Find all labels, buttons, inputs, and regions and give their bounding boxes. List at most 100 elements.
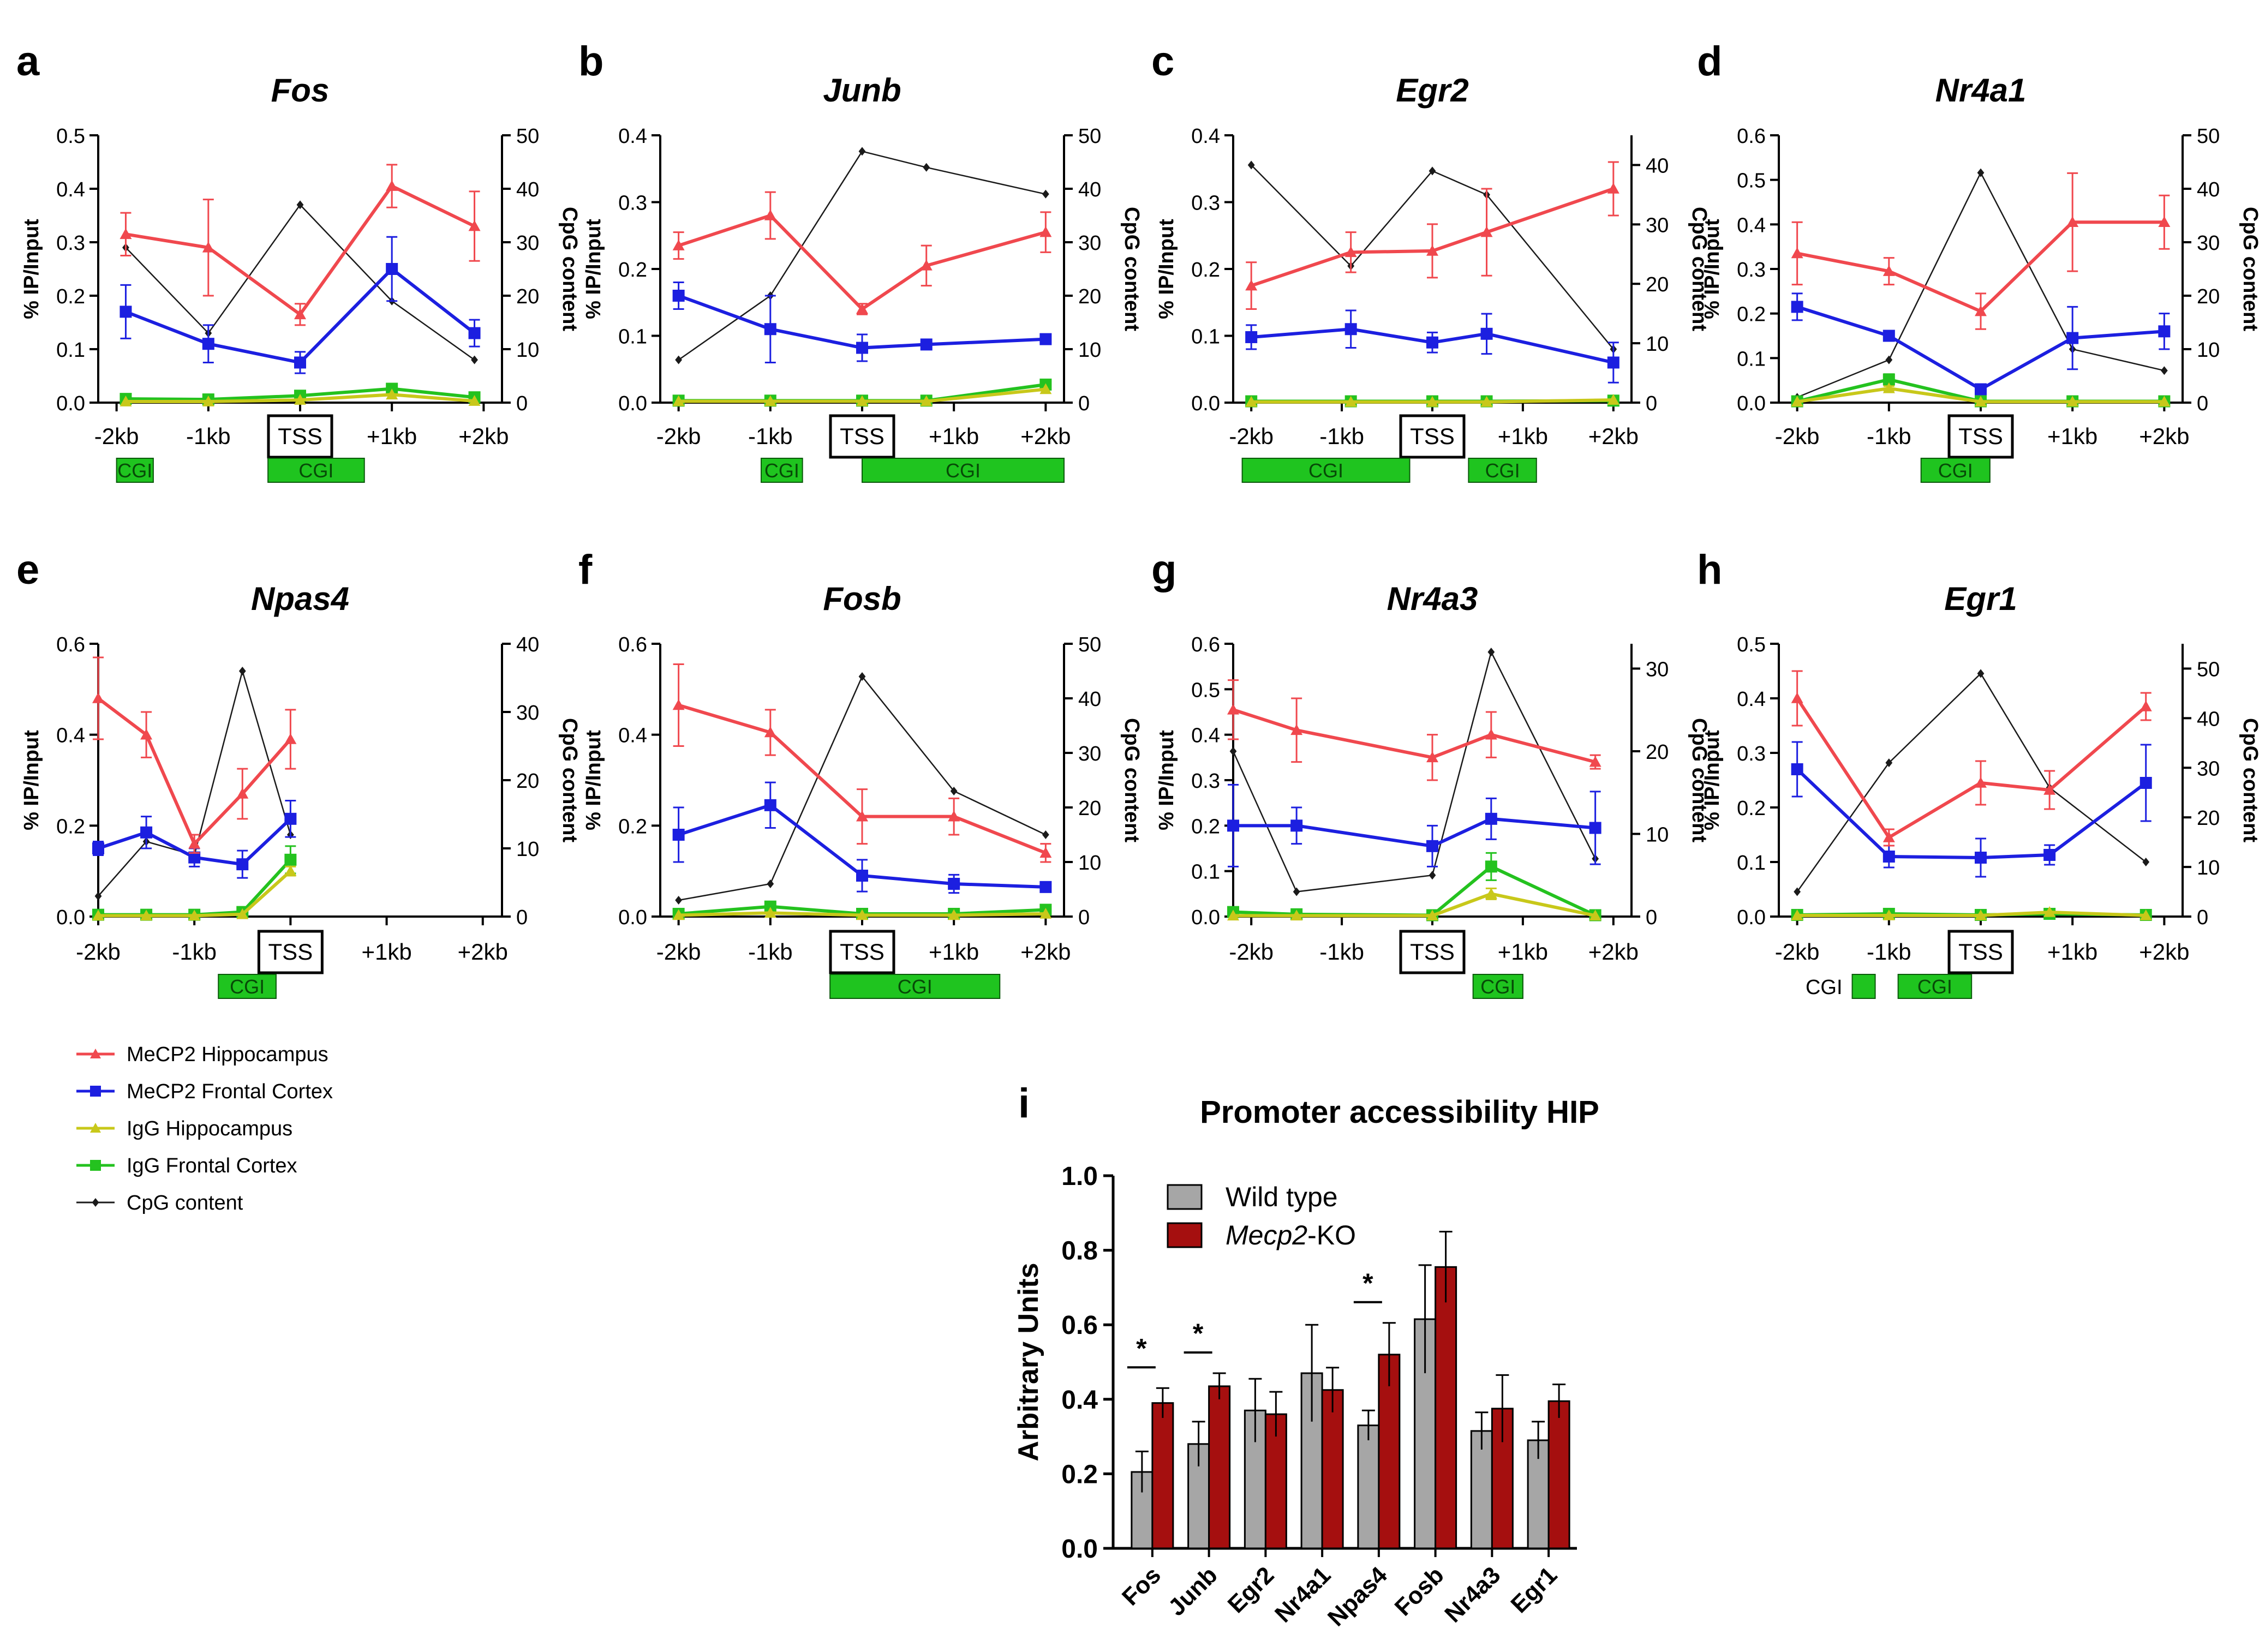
series-line — [1796, 768, 2147, 860]
bar-legend-label: Mecp2-KO — [1226, 1220, 1356, 1250]
x-tick-label: +1kb — [2047, 423, 2097, 449]
data-point — [1607, 356, 1619, 369]
data-point — [2043, 906, 2056, 917]
data-point — [1293, 887, 1300, 896]
right-tick-label: 50 — [1078, 125, 1101, 148]
series-mecp2_fc — [92, 800, 297, 879]
y-tick-label: 1.0 — [1061, 1162, 1098, 1191]
x-tick-label: -2kb — [656, 423, 701, 449]
data-point — [672, 909, 685, 920]
legend-marker — [90, 1123, 101, 1133]
data-point — [1344, 323, 1357, 336]
right-tick-label: 40 — [516, 178, 539, 201]
data-point — [2158, 216, 2171, 228]
right-tick-label: 10 — [516, 838, 539, 861]
bar-mecp2-ko — [1151, 1402, 1174, 1549]
panel-title: Junb — [823, 72, 901, 109]
left-tick-label: 0.2 — [1737, 303, 1766, 326]
data-point — [1245, 279, 1258, 291]
left-tick-label: 0.2 — [56, 815, 85, 838]
bar-legend-swatch — [1167, 1184, 1203, 1210]
panel-i: i Promoter accessibility HIP 0.0 0.2 0.4 0.6 0… — [1013, 1080, 1599, 1631]
panel-title: Fos — [271, 72, 330, 109]
data-point — [1042, 830, 1049, 839]
left-tick-label: 0.4 — [1191, 725, 1220, 747]
left-tick-label: 0.6 — [56, 633, 85, 656]
cgi-label: CGI — [1308, 459, 1343, 482]
panel-g: g Nr4a3 0.0 0.1 0.2 0.3 0.4 0.5 0.6 0 10 20 30 % IP/I… — [1151, 547, 1711, 999]
data-point — [1426, 909, 1438, 921]
bar-wild-type — [1357, 1424, 1380, 1549]
x-tick-label: +1kb — [1498, 423, 1548, 449]
data-point — [1245, 331, 1258, 343]
cgi-box — [1468, 458, 1537, 483]
data-point — [2066, 396, 2079, 407]
data-point — [856, 303, 868, 314]
data-point — [1039, 226, 1052, 237]
left-tick-label: 0.4 — [56, 178, 85, 201]
bar-legend-label: Wild type — [1226, 1182, 1338, 1212]
data-point — [675, 355, 683, 364]
right-axis-title: CpG content — [1688, 207, 1711, 331]
data-point — [1480, 226, 1493, 237]
data-point — [236, 908, 249, 919]
bar-mecp2-ko — [1208, 1385, 1231, 1549]
data-point — [188, 851, 201, 864]
data-point — [236, 788, 249, 799]
data-point — [1882, 909, 1895, 920]
panel-letter: h — [1697, 547, 1722, 593]
cgi-label: CGI — [946, 459, 981, 482]
series-igg_hip — [672, 907, 1052, 920]
data-point — [1485, 860, 1497, 873]
right-axis-title: CpG content — [1688, 718, 1711, 842]
data-point — [1487, 648, 1495, 657]
left-tick-label: 0.2 — [618, 259, 647, 282]
tss-box — [1947, 414, 2014, 459]
series-igg_hip — [1791, 906, 2152, 920]
tss-label: TSS — [1958, 423, 2003, 449]
data-point — [1607, 183, 1619, 194]
data-point — [950, 787, 958, 795]
panel-title: Nr4a3 — [1387, 580, 1478, 617]
left-tick-label: 0.4 — [618, 725, 647, 747]
data-point — [1480, 396, 1493, 407]
legend-label: MeCP2 Frontal Cortex — [127, 1080, 333, 1103]
right-axis-title: CpG content — [558, 207, 581, 331]
left-tick-label: 0.4 — [1191, 125, 1220, 148]
left-tick-label: 0.4 — [56, 725, 85, 747]
series-igg_hip — [1227, 887, 1601, 921]
series-igg_hip — [92, 865, 297, 921]
legend-label: IgG Frontal Cortex — [127, 1154, 297, 1177]
right-tick-label: 50 — [2197, 125, 2220, 148]
series-cpg — [1229, 648, 1599, 896]
data-point — [294, 394, 306, 405]
significance-star: * — [1193, 1318, 1204, 1349]
data-point — [1426, 336, 1438, 349]
data-point — [948, 810, 960, 822]
data-point — [1344, 396, 1357, 407]
cgi-label: CGI — [230, 975, 265, 998]
tss-box — [829, 930, 895, 974]
data-point — [202, 241, 214, 253]
data-point — [672, 240, 685, 250]
data-point — [1791, 301, 1803, 313]
series-cpg — [675, 672, 1049, 905]
right-tick-label: 30 — [2197, 757, 2220, 780]
tss-box — [1399, 414, 1466, 459]
x-tick-label: Junb — [1163, 1561, 1223, 1621]
data-point — [1290, 724, 1303, 735]
right-tick-label: 20 — [1078, 797, 1101, 820]
series-line — [1233, 708, 1596, 764]
data-point — [2140, 777, 2152, 789]
data-point — [1975, 383, 1987, 396]
bar-wild-type — [1470, 1430, 1493, 1549]
data-point — [1426, 840, 1438, 852]
left-tick-label: 0.3 — [1737, 743, 1766, 765]
series-line — [678, 213, 1047, 312]
data-point — [764, 799, 776, 811]
cgi-box — [862, 458, 1065, 483]
data-point — [1885, 355, 1893, 364]
right-tick-label: 10 — [516, 339, 539, 362]
data-point — [1589, 756, 1601, 767]
